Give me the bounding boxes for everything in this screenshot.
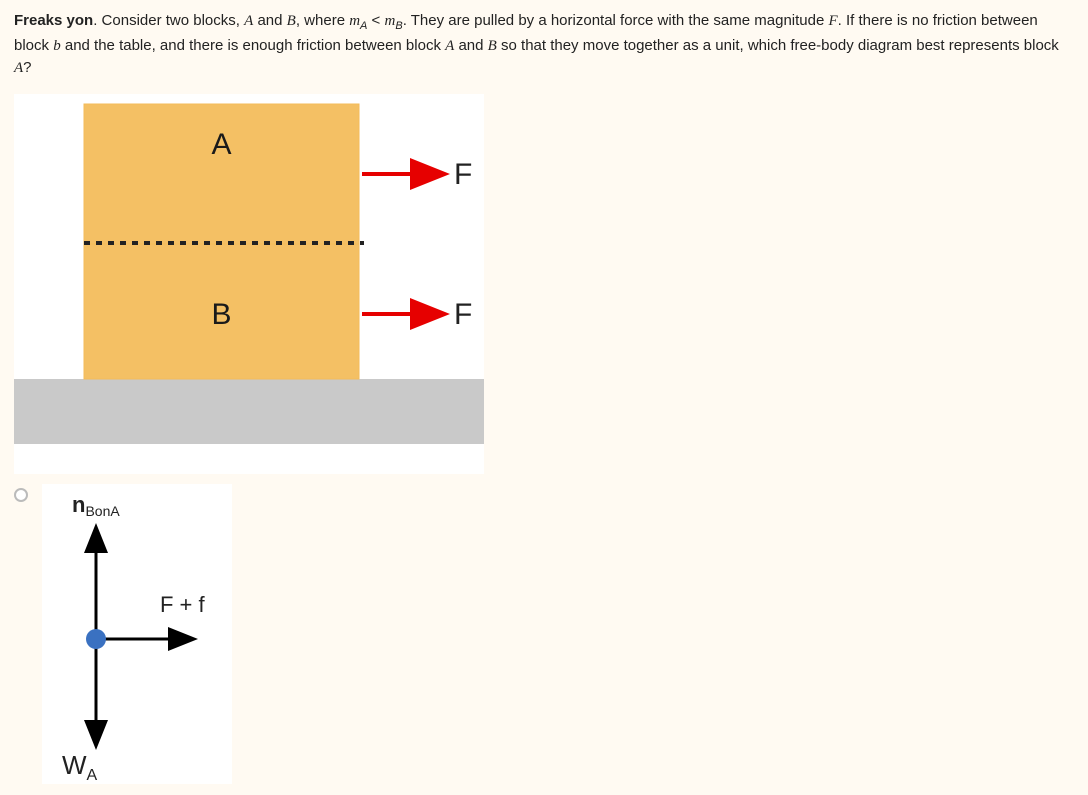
svg-text:F: F: [454, 298, 472, 331]
question-bold: Freaks yon: [14, 12, 93, 29]
svg-text:WA: WA: [62, 750, 98, 784]
blocks-diagram: A B F F: [14, 94, 484, 474]
svg-text:A: A: [211, 128, 231, 161]
question-text: Freaks yon. Consider two blocks, A and B…: [14, 10, 1074, 80]
radio-option[interactable]: [14, 488, 28, 502]
svg-text:B: B: [211, 298, 231, 331]
svg-text:F + f: F + f: [160, 592, 206, 617]
free-body-diagram: nBonA F + f WA: [42, 484, 232, 784]
svg-text:F: F: [454, 158, 472, 191]
svg-text:nBonA: nBonA: [72, 492, 120, 519]
answer-option-row: nBonA F + f WA: [14, 484, 1074, 784]
